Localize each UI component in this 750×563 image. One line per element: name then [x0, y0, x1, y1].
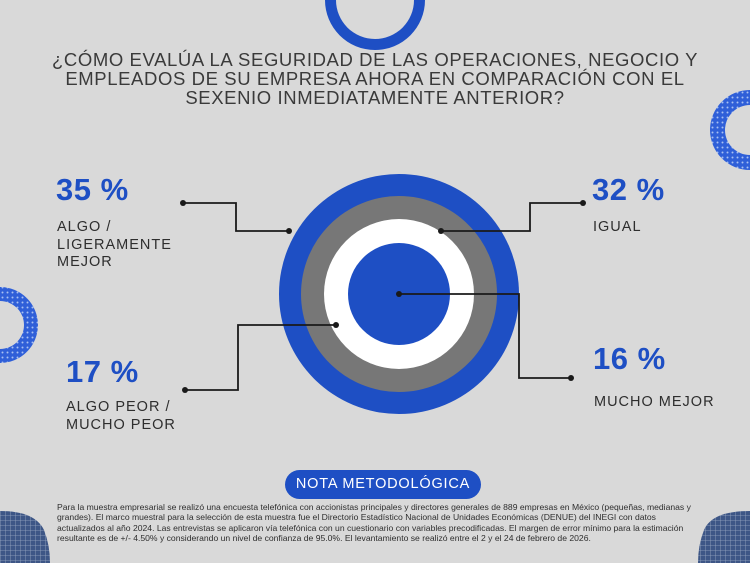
leader-igual-start-dot	[580, 200, 586, 206]
bottom-right-grid-decoration	[698, 511, 750, 563]
value-label-algo-mejor: 35 %	[56, 172, 129, 207]
methodology-heading: NOTA METODOLÓGICA	[285, 470, 481, 499]
leader-algo-peor	[185, 324, 336, 391]
methodology-text: Para la muestra empresarial se realizó u…	[57, 502, 691, 544]
leader-igual	[441, 202, 583, 232]
leader-algo-mejor-end-dot	[286, 228, 292, 234]
bottom-left-grid-decoration	[0, 511, 50, 563]
leader-algo-mejor	[183, 202, 289, 232]
left-ring-decoration	[0, 287, 38, 363]
chart-title: ¿CÓMO EVALÚA LA SEGURIDAD DE LAS OPERACI…	[51, 49, 699, 108]
leader-mucho-mejor-end-dot	[396, 291, 402, 297]
leader-algo-mejor-start-dot	[180, 200, 186, 206]
leader-lines	[180, 200, 586, 393]
right-ring-decoration	[710, 90, 750, 170]
leader-mucho-mejor-start-dot	[568, 375, 574, 381]
category-label-mucho-mejor: MUCHO MEJOR	[594, 394, 715, 410]
top-arc-decoration	[325, 0, 425, 50]
category-label-algo-mejor: ALGO / LIGERAMENTE MEJOR	[57, 219, 172, 270]
category-label-igual: IGUAL	[593, 219, 642, 235]
category-label-algo-peor: ALGO PEOR / MUCHO PEOR	[66, 399, 176, 433]
value-label-algo-peor: 17 %	[66, 354, 139, 389]
leader-igual-end-dot	[438, 228, 444, 234]
value-label-igual: 32 %	[592, 172, 665, 207]
leader-mucho-mejor	[399, 293, 571, 379]
leader-algo-peor-end-dot	[333, 322, 339, 328]
leader-algo-peor-start-dot	[182, 387, 188, 393]
value-label-mucho-mejor: 16 %	[593, 341, 666, 376]
